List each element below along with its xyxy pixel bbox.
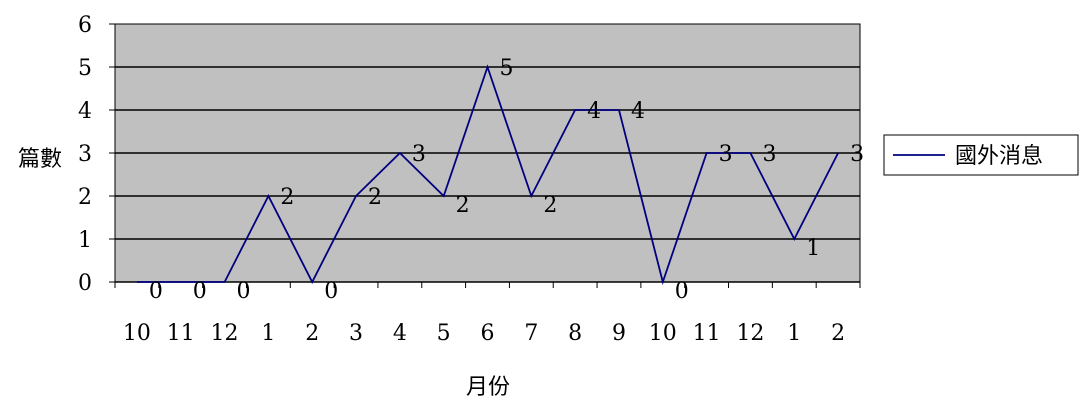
- data-label: 0: [237, 279, 251, 304]
- x-tick-labels: 10 11 12 1 2 3 4 5 6 7 8 9 10 11 12 1 2: [123, 321, 845, 346]
- y-tick-label: 4: [78, 99, 92, 124]
- y-tick-label: 0: [78, 271, 92, 296]
- x-tick-label: 12: [736, 321, 764, 346]
- x-tick-label: 5: [437, 321, 451, 346]
- data-label: 5: [500, 56, 514, 81]
- x-tick-label: 7: [524, 321, 538, 346]
- y-axis-label: 篇數: [18, 147, 62, 172]
- x-tick-label: 12: [211, 321, 239, 346]
- x-tick-label: 9: [612, 321, 626, 346]
- y-tick-labels: 0 1 2 3 4 5 6: [78, 13, 92, 296]
- data-label: 2: [280, 185, 294, 210]
- data-label: 0: [149, 279, 163, 304]
- axes: [109, 23, 861, 288]
- x-tick-label: 4: [393, 321, 407, 346]
- x-tick-label: 8: [568, 321, 582, 346]
- data-label: 2: [368, 185, 382, 210]
- data-label: 4: [587, 99, 601, 124]
- x-tick-label: 10: [649, 321, 677, 346]
- y-tick-label: 6: [78, 13, 92, 38]
- y-tick-label: 3: [78, 142, 92, 167]
- legend-label: 國外消息: [955, 144, 1043, 169]
- series-line: [136, 64, 839, 286]
- series-lines: [136, 64, 839, 286]
- y-tick-label: 5: [78, 56, 92, 81]
- data-label: 0: [193, 279, 207, 304]
- data-label: 3: [850, 142, 864, 167]
- data-labels: 0 0 0 2 0 2 3 2 5 2 4 4 0 3 3 1 3: [149, 56, 864, 304]
- data-label: 4: [631, 99, 645, 124]
- x-tick-label: 2: [831, 321, 845, 346]
- x-tick-label: 2: [305, 321, 319, 346]
- x-tick-label: 3: [349, 321, 363, 346]
- x-tick-label: 6: [481, 321, 495, 346]
- data-label: 3: [412, 142, 426, 167]
- data-label: 3: [719, 142, 733, 167]
- y-tick-label: 1: [78, 228, 92, 253]
- x-tick-label: 11: [167, 321, 195, 346]
- x-axis-label: 月份: [466, 375, 510, 400]
- data-label: 2: [543, 193, 557, 218]
- x-tick-label: 11: [693, 321, 721, 346]
- data-label: 3: [762, 142, 776, 167]
- data-label: 2: [456, 193, 470, 218]
- y-tick-label: 2: [78, 185, 92, 210]
- legend: 國外消息: [883, 134, 1079, 176]
- x-tick-label: 1: [261, 321, 275, 346]
- data-label: 1: [806, 236, 820, 261]
- x-tick-label: 1: [787, 321, 801, 346]
- data-label: 0: [324, 279, 338, 304]
- x-tick-label: 10: [123, 321, 151, 346]
- data-label: 0: [675, 279, 689, 304]
